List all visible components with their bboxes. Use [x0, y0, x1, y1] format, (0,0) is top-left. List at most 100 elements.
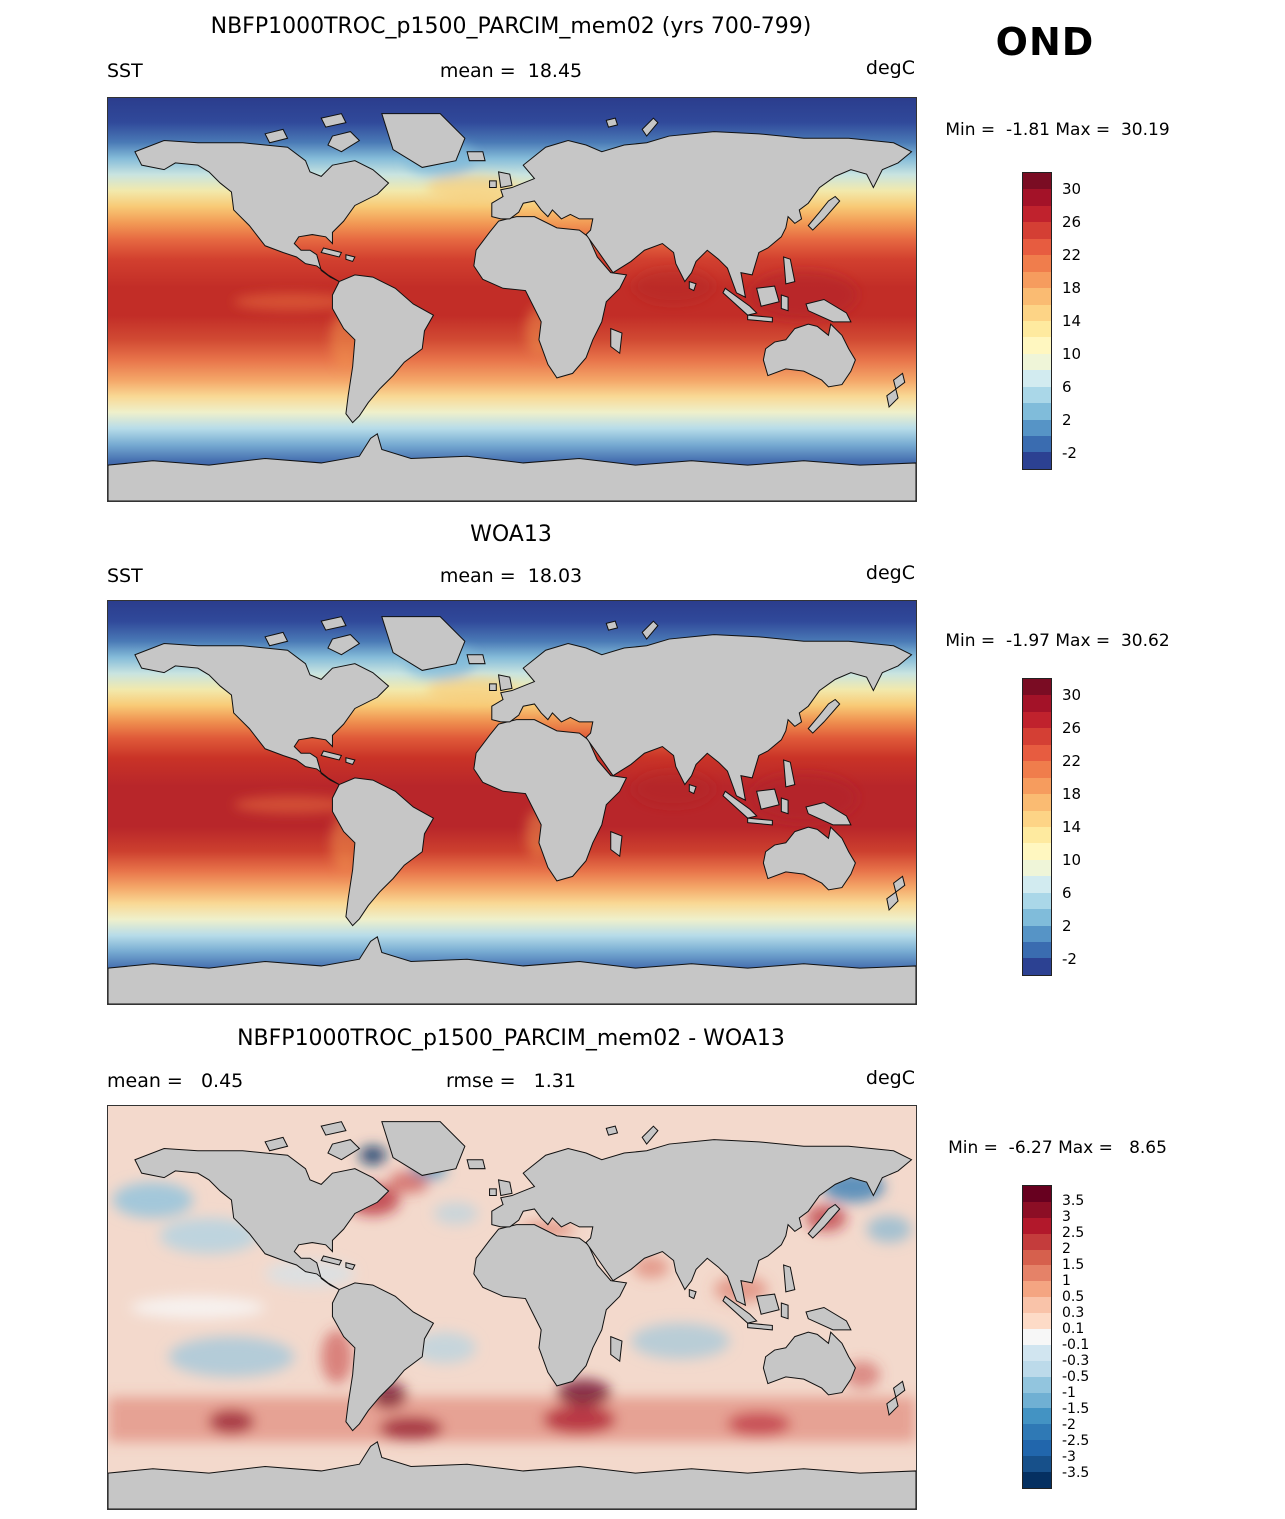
colorbar-cell: [1023, 1329, 1051, 1345]
colorbar-cell: [1023, 1281, 1051, 1298]
panel2-variable-label: SST: [107, 565, 143, 587]
panel2-mean-value: mean = 18.03: [439, 565, 583, 587]
colorbar-cell: [1023, 679, 1051, 696]
colorbar-cell: [1023, 892, 1051, 910]
colorbar-cell: [1023, 255, 1051, 272]
colorbar-cell: [1023, 1297, 1051, 1314]
difference-map-svg: [108, 1106, 916, 1509]
colorbar-tick-label: 26: [1062, 212, 1082, 231]
panel2-minmax: Min = -1.97 Max = 30.62: [945, 631, 1170, 651]
colorbar-cell: [1023, 353, 1051, 371]
panel3-title: NBFP1000TROC_p1500_PARCIM_mem02 - WOA13: [237, 1026, 785, 1051]
panel1-units-label: degC: [865, 57, 915, 79]
colorbar-cell: [1023, 761, 1051, 778]
colorbar-cell: [1023, 1424, 1051, 1441]
colorbar-tick-label: -0.3: [1062, 1353, 1090, 1369]
colorbar-cell: [1023, 1392, 1051, 1409]
colorbar-cell: [1023, 386, 1051, 404]
colorbar-tick-label: -2: [1062, 950, 1077, 969]
colorbar-tick-label: 3.5: [1062, 1193, 1085, 1209]
colorbar-tick-label: 2: [1062, 1241, 1071, 1257]
colorbar-cell: [1023, 1233, 1051, 1250]
woa13-sst-map-svg: [108, 601, 916, 1004]
colorbar-tick-label: 22: [1062, 751, 1082, 770]
colorbar-tick-label: -0.1: [1062, 1337, 1090, 1353]
colorbar-tick-label: -2: [1062, 444, 1077, 463]
colorbar-cell: [1023, 205, 1051, 223]
panel1-minmax: Min = -1.81 Max = 30.19: [945, 120, 1170, 140]
colorbar-cells: [1022, 172, 1052, 470]
colorbar-tick-label: 1: [1062, 1273, 1071, 1289]
colorbar-cell: [1023, 238, 1051, 256]
colorbar-cell: [1023, 1344, 1051, 1361]
colorbar-cell: [1023, 942, 1051, 959]
colorbar-cell: [1023, 859, 1051, 877]
panel2-colorbar: 30 26 22 18 14 10 6 2 -2: [1022, 678, 1112, 976]
colorbar-cells: [1022, 1185, 1052, 1489]
colorbar-tick-label: -3: [1062, 1449, 1076, 1465]
panel3-colorbar: 3.5 3 2.5 2 1.5 1 0.5 0.3 0.1 -0.1 -0.3 -0.5 -1 -1.5-…: [1022, 1185, 1112, 1489]
colorbar-tick-label: 30: [1062, 685, 1082, 704]
colorbar-cell: [1023, 777, 1051, 795]
colorbar-tick-label: 2: [1062, 917, 1072, 936]
model-sst-map: [107, 97, 917, 502]
colorbar-cell: [1023, 1217, 1051, 1234]
colorbar-cell: [1023, 794, 1051, 811]
colorbar-cell: [1023, 1472, 1051, 1488]
season-label: OND: [995, 20, 1095, 64]
colorbar-tick-label: 22: [1062, 245, 1082, 264]
colorbar-cell: [1023, 403, 1051, 420]
difference-features: [108, 1146, 916, 1442]
colorbar-cell: [1023, 189, 1051, 206]
colorbar-tick-label: -0.5: [1062, 1369, 1090, 1385]
colorbar-tick-label: 10: [1062, 851, 1082, 870]
colorbar-cell: [1023, 452, 1051, 469]
colorbar-tick-label: 3: [1062, 1209, 1071, 1225]
colorbar-cell: [1023, 728, 1051, 745]
colorbar-cell: [1023, 222, 1051, 239]
colorbar-cell: [1023, 925, 1051, 942]
panel3-mean-value: mean = 0.45: [107, 1070, 244, 1092]
colorbar-cell: [1023, 370, 1051, 387]
colorbar-cell: [1023, 173, 1051, 190]
colorbar-tick-label: 14: [1062, 818, 1082, 836]
colorbar-cell: [1023, 1456, 1051, 1473]
colorbar-cell: [1023, 1265, 1051, 1282]
colorbar-tick-label: -1.5: [1062, 1401, 1090, 1417]
colorbar-tick-label: 30: [1062, 179, 1082, 198]
colorbar-cell: [1023, 1249, 1051, 1266]
panel3-units-label: degC: [865, 1067, 915, 1089]
colorbar-tick-label: 18: [1062, 278, 1082, 297]
colorbar-tick-label: 0.3: [1062, 1305, 1085, 1321]
colorbar-cell: [1023, 826, 1051, 844]
colorbar-cell: [1023, 958, 1051, 975]
colorbar-cell: [1023, 1376, 1051, 1393]
colorbar-tick-label: -2: [1062, 1416, 1076, 1433]
model-sst-map-svg: [108, 98, 916, 501]
colorbar-tick-label: 6: [1062, 378, 1072, 397]
colorbar-tick-label: 1.5: [1062, 1257, 1085, 1273]
colorbar-cell: [1023, 695, 1051, 712]
colorbar-cell: [1023, 744, 1051, 762]
colorbar-tick-label: 18: [1062, 784, 1082, 803]
colorbar-cell: [1023, 419, 1051, 436]
colorbar-tick-label: 26: [1062, 718, 1082, 737]
panel1-title: NBFP1000TROC_p1500_PARCIM_mem02 (yrs 700…: [210, 14, 812, 39]
colorbar-tick-label: -2.5: [1062, 1433, 1090, 1449]
colorbar-cells: [1022, 678, 1052, 976]
colorbar-cell: [1023, 1313, 1051, 1330]
panel2-title: WOA13: [470, 522, 552, 547]
colorbar-cell: [1023, 271, 1051, 289]
colorbar-tick-label: 10: [1062, 345, 1082, 364]
colorbar-tick-label: -3.5: [1062, 1465, 1090, 1481]
colorbar-cell: [1023, 1408, 1051, 1425]
colorbar-tick-label: 2: [1062, 411, 1072, 430]
colorbar-cell: [1023, 711, 1051, 729]
panel1-mean-value: mean = 18.45: [439, 60, 583, 82]
colorbar-cell: [1023, 337, 1051, 354]
colorbar-cell: [1023, 1201, 1051, 1218]
colorbar-tick-label: 2.5: [1062, 1225, 1085, 1241]
colorbar-cell: [1023, 876, 1051, 893]
colorbar-tick-label: 0.5: [1062, 1289, 1085, 1305]
colorbar-tick-label: -1: [1062, 1385, 1076, 1401]
